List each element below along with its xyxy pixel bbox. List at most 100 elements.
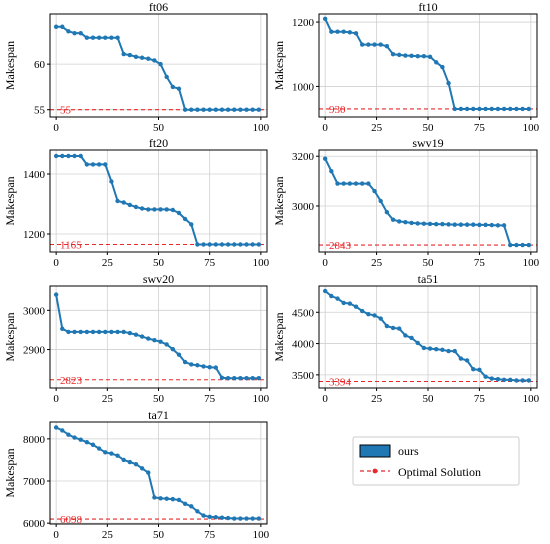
data-point [182,359,188,365]
data-point [520,378,525,383]
data-point [427,221,433,227]
data-point [322,288,328,294]
data-point [90,162,96,167]
data-point [440,221,445,227]
y-tick-label: 4000 [292,339,315,351]
series-line-ours [56,25,259,111]
data-point [195,509,200,514]
x-tick-label: 25 [371,393,383,405]
data-point [176,86,182,91]
data-point [78,30,83,36]
data-point [366,181,371,186]
legend-ours-swatch [359,444,391,458]
x-tick-label: 100 [253,257,270,269]
data-point [164,342,169,347]
data-point [60,428,65,433]
data-point [372,42,377,47]
data-point [96,329,102,335]
data-point [520,242,525,248]
data-point [477,222,482,228]
data-point [341,181,346,186]
data-point [353,304,359,309]
data-point [526,242,531,248]
x-tick-label: 100 [523,122,540,134]
y-tick-label: 3000 [23,305,46,317]
data-point [335,29,340,34]
data-point [158,496,163,501]
x-tick-label: 50 [153,122,165,134]
x-tick-label: 0 [53,122,59,134]
data-point [90,329,96,335]
data-point [164,207,169,212]
data-point [78,153,83,159]
data-point [121,51,126,57]
data-point [182,107,188,112]
data-point [225,107,231,112]
data-point [164,74,169,80]
x-tick-label: 75 [474,393,486,405]
data-point [189,107,194,112]
data-point [152,58,157,63]
data-point [526,378,531,383]
data-point [415,340,420,346]
data-point [232,516,237,521]
chart-title: ta51 [418,272,439,286]
data-point [397,326,402,331]
data-point [115,329,120,335]
data-point [366,42,371,47]
chart-title: ta71 [148,408,169,422]
data-point [225,515,231,521]
data-point [329,29,334,34]
x-tick-label: 100 [253,122,270,134]
data-point [347,301,353,306]
data-point [139,466,145,471]
data-point [232,107,237,112]
data-point [96,446,102,451]
data-point [477,367,482,373]
y-tick-label: 4500 [292,307,315,319]
x-tick-label: 100 [253,393,270,405]
data-point [60,326,65,331]
data-point [458,222,464,227]
legend-optimal-marker [372,468,378,474]
data-point [471,222,476,227]
data-point [322,156,328,161]
data-point [341,29,346,34]
data-point [434,60,439,65]
data-point [121,200,126,205]
data-point [427,346,433,351]
data-point [501,377,507,383]
chart-title: ft10 [418,0,437,14]
data-point [483,222,488,228]
data-point [219,375,225,380]
legend: ours Optimal Solution [352,436,520,486]
data-point [66,29,71,34]
data-point [335,181,340,186]
data-point [127,52,133,58]
data-point [495,377,501,382]
data-point [219,107,225,112]
data-point [471,367,476,372]
y-tick-label: 3500 [292,370,315,382]
data-point [452,348,457,354]
data-point [146,56,151,61]
data-point [219,242,225,247]
data-point [250,107,255,112]
data-point [378,42,383,47]
data-point [219,515,225,520]
y-axis-label: Makespan [3,41,17,90]
y-axis-label: Makespan [3,312,17,361]
data-point [415,53,420,59]
data-point [495,106,501,112]
data-point [458,106,464,112]
x-tick-label: 50 [153,529,165,541]
data-point [415,221,420,226]
y-tick-label: 1200 [292,17,315,29]
optimal-value-label: 55 [60,105,72,117]
data-point [244,516,249,521]
data-point [329,168,334,174]
data-point [66,153,71,159]
data-point [78,329,83,335]
